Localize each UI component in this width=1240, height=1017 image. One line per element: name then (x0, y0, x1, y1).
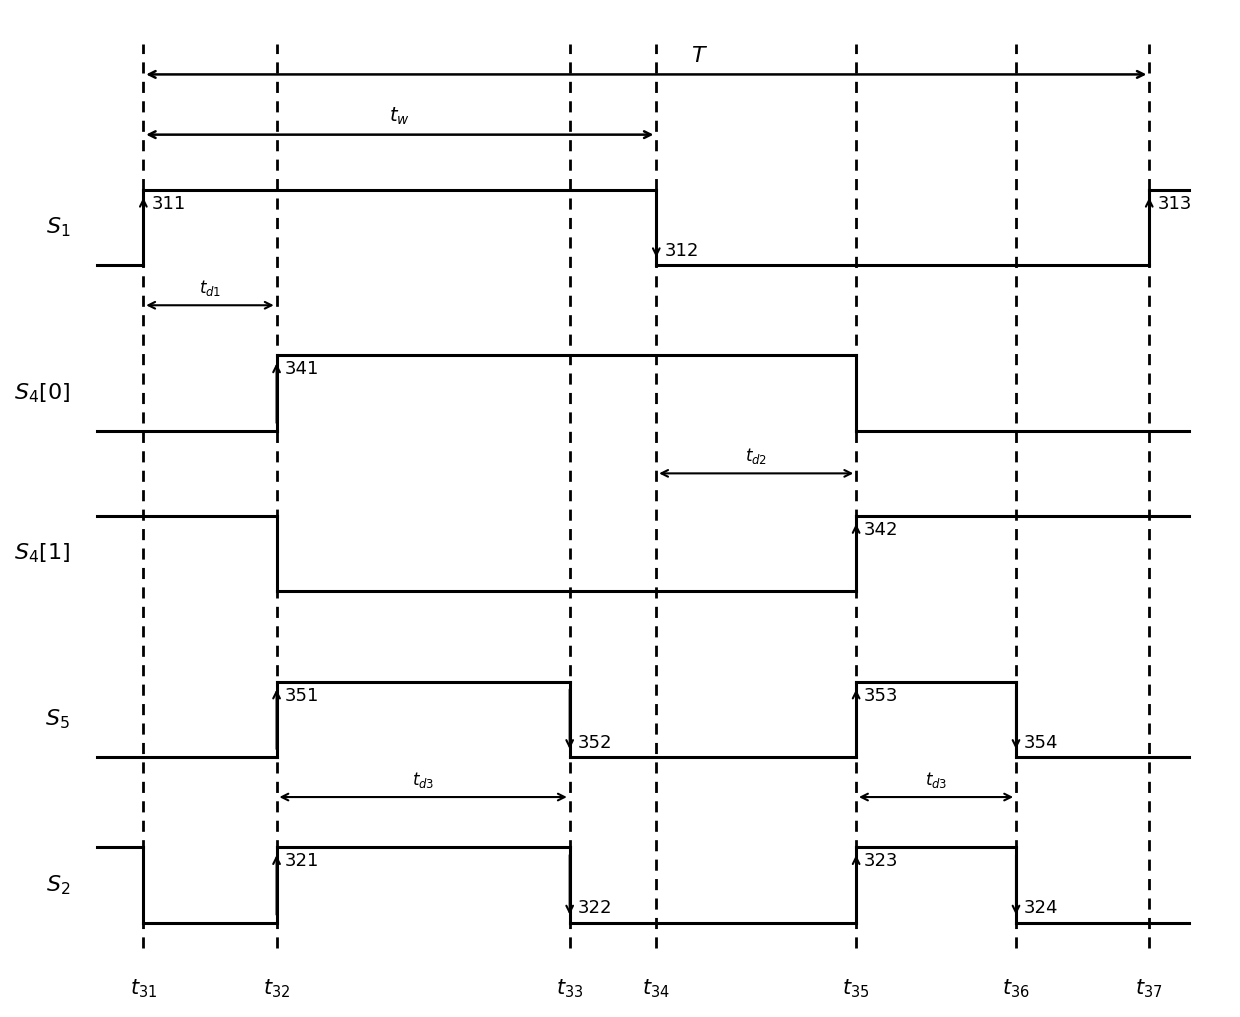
Text: $t_{36}$: $t_{36}$ (1002, 977, 1030, 1001)
Text: $t_{31}$: $t_{31}$ (130, 977, 157, 1001)
Text: 321: 321 (284, 852, 319, 871)
Text: $t_{37}$: $t_{37}$ (1136, 977, 1163, 1001)
Text: $t_{d3}$: $t_{d3}$ (925, 770, 947, 790)
Text: 311: 311 (151, 195, 186, 213)
Text: 312: 312 (665, 242, 698, 260)
Text: $t_{32}$: $t_{32}$ (263, 977, 290, 1001)
Text: 354: 354 (1024, 734, 1059, 752)
Text: $S_4[1]$: $S_4[1]$ (14, 542, 69, 565)
Text: 351: 351 (284, 686, 319, 705)
Text: $S_1$: $S_1$ (46, 216, 69, 239)
Text: 341: 341 (284, 360, 319, 378)
Text: $t_{35}$: $t_{35}$ (842, 977, 870, 1001)
Text: $t_{33}$: $t_{33}$ (556, 977, 584, 1001)
Text: $t_{d3}$: $t_{d3}$ (412, 770, 434, 790)
Text: 342: 342 (864, 521, 899, 539)
Text: $S_4[0]$: $S_4[0]$ (14, 381, 69, 405)
Text: $S_2$: $S_2$ (46, 873, 69, 897)
Text: 353: 353 (864, 686, 899, 705)
Text: $T$: $T$ (691, 47, 708, 66)
Text: 352: 352 (578, 734, 613, 752)
Text: 313: 313 (1157, 195, 1192, 213)
Text: $t_{d2}$: $t_{d2}$ (745, 446, 768, 467)
Text: 324: 324 (1024, 899, 1059, 917)
Text: $t_{34}$: $t_{34}$ (642, 977, 670, 1001)
Text: 323: 323 (864, 852, 899, 871)
Text: $t_{d1}$: $t_{d1}$ (198, 279, 221, 298)
Text: $t_w$: $t_w$ (389, 106, 410, 126)
Text: 322: 322 (578, 899, 613, 917)
Text: $S_5$: $S_5$ (46, 708, 69, 731)
